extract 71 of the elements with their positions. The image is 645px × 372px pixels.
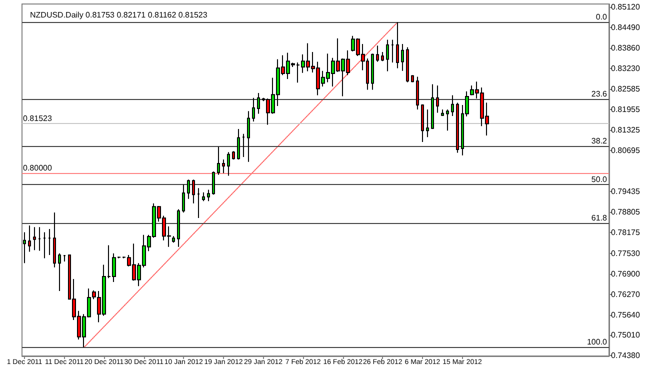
candlestick (416, 76, 419, 110)
candlestick (396, 22, 399, 69)
y-tick-label: 0.82585 (611, 84, 640, 94)
candlestick (386, 39, 389, 72)
candlestick (227, 152, 230, 176)
annotation: 50.0 (591, 175, 608, 184)
annotation: 0.0 (596, 12, 608, 22)
y-tick-label: 0.85120 (611, 2, 640, 12)
ref-line-label: 0.80000 (23, 164, 52, 173)
y-tick-label: 0.77530 (611, 248, 640, 258)
candlestick (237, 128, 240, 160)
y-tick-label: 0.75010 (611, 330, 640, 340)
candlestick (421, 104, 424, 143)
candlestick (23, 232, 26, 264)
annotation: 23.6 (591, 89, 608, 98)
y-tick-label: 0.76270 (611, 290, 640, 299)
candlestick (28, 224, 31, 252)
candlestick (38, 226, 41, 252)
candlestick (222, 159, 225, 174)
annotation: 61.8 (591, 214, 608, 223)
candlestick (451, 94, 454, 117)
y-tick-label: 0.83230 (611, 64, 640, 73)
candlestick (43, 232, 46, 259)
candlestick (58, 252, 61, 292)
candlestick (252, 97, 255, 122)
candlestick (247, 110, 250, 162)
candlestick (376, 45, 379, 62)
candlestick (182, 184, 185, 213)
candlestick (192, 179, 195, 204)
candlestick (391, 39, 394, 63)
candlestick (172, 236, 175, 244)
candlestick (232, 150, 235, 160)
candlestick (381, 52, 384, 62)
y-tick-label: 0.83860 (611, 43, 640, 52)
candlestick (53, 212, 56, 268)
y-tick-label: 0.84490 (611, 22, 640, 32)
y-tick-label: 0.76900 (611, 269, 640, 278)
y-tick-label: 0.78805 (611, 207, 640, 216)
candlestick (401, 43, 404, 72)
annotation: 38.2 (591, 136, 608, 146)
candlestick (63, 254, 66, 262)
candlestick (406, 46, 409, 83)
y-tick-label: 0.75640 (611, 310, 640, 320)
candlestick (441, 109, 444, 117)
candlestick (431, 84, 434, 130)
candlestick (426, 109, 429, 138)
y-tick-label: 0.74380 (611, 351, 640, 360)
candlestick (257, 92, 260, 114)
candlestick (446, 109, 449, 132)
candlestick (242, 133, 245, 158)
annotation: 100.0 (586, 338, 608, 347)
candlestick (177, 208, 180, 248)
candlestick (197, 188, 200, 218)
ref-line-label: 0.81523 (23, 114, 52, 124)
candlestick (217, 146, 220, 176)
candlestick (187, 179, 190, 200)
candlestick (371, 53, 374, 90)
y-tick-label: 0.81325 (611, 126, 640, 135)
candlestick (436, 85, 439, 114)
candlestick (456, 102, 459, 154)
candlestick (411, 74, 414, 83)
candlestick (207, 189, 210, 202)
y-tick-label: 0.78175 (611, 228, 640, 237)
y-tick-label: 0.80695 (611, 146, 640, 156)
candlestick (202, 192, 205, 202)
y-tick-label: 0.81955 (611, 105, 640, 114)
y-tick-label: 0.79435 (611, 187, 640, 196)
candlestick (33, 226, 36, 251)
candlestick (212, 171, 215, 196)
candlestick (48, 228, 51, 256)
text: NZDUSD.Daily 0.81753 0.82171 0.81162 0.81523 (30, 10, 208, 20)
